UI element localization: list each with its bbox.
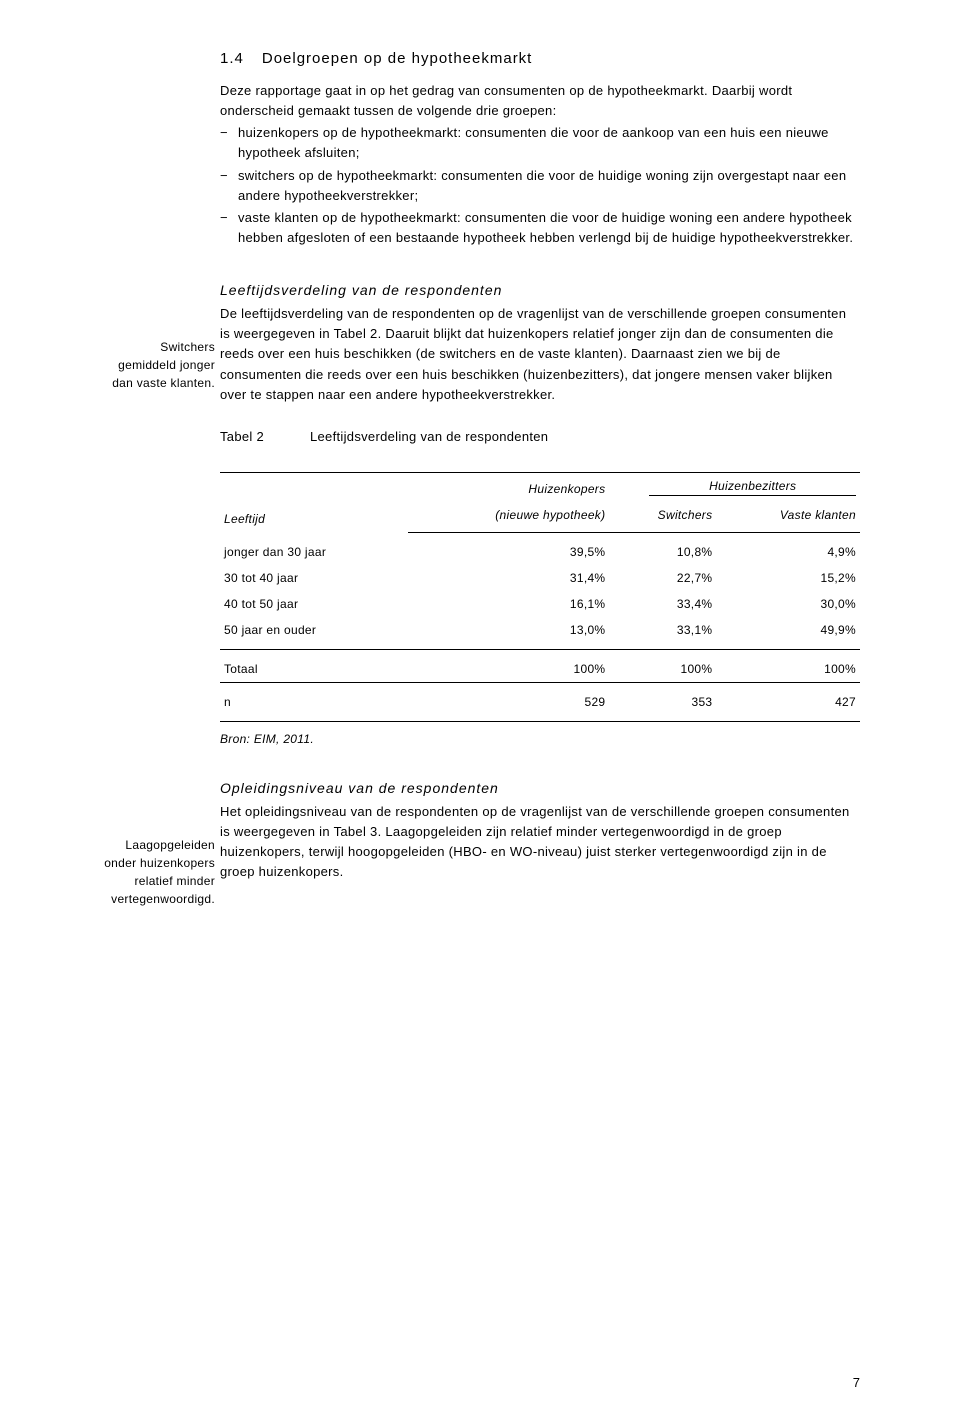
paragraph-opleiding: Het opleidingsniveau van de respondenten… [220,802,860,883]
block-opleiding: Opleidingsniveau van de respondenten Laa… [100,780,860,883]
col-header-huizenkopers: Huizenkopers [408,472,610,502]
cell: 30,0% [716,591,860,617]
table-row: 40 tot 50 jaar 16,1% 33,4% 30,0% [220,591,860,617]
list-item: − vaste klanten op de hypotheekmarkt: co… [220,208,860,248]
cell: 100% [408,649,610,682]
page-number: 7 [853,1375,860,1390]
section-title-text: Doelgroepen op de hypotheekmarkt [262,50,533,67]
subheading-leeftijd: Leeftijdsverdeling van de respondenten [220,282,860,298]
table-row-total: Totaal 100% 100% 100% [220,649,860,682]
list-item: − switchers op de hypotheekmarkt: consum… [220,166,860,206]
cell: 31,4% [408,565,610,591]
data-table: Leeftijd Huizenkopers Huizenbezitters (n… [220,472,860,722]
row-label: 50 jaar en ouder [220,617,408,650]
list-item-text: huizenkopers op de hypotheekmarkt: consu… [238,123,860,163]
cell: 529 [408,682,610,721]
dash-icon: − [220,166,238,206]
cell: 33,1% [609,617,716,650]
col-subheader-nieuwe: (nieuwe hypotheek) [408,502,610,533]
list-item-text: switchers op de hypotheekmarkt: consumen… [238,166,860,206]
row-label: 40 tot 50 jaar [220,591,408,617]
row-label: 30 tot 40 jaar [220,565,408,591]
cell: 16,1% [408,591,610,617]
col-header-leeftijd: Leeftijd [220,472,408,532]
intro-paragraph: Deze rapportage gaat in op het gedrag va… [220,81,860,121]
cell: 33,4% [609,591,716,617]
table-row-n: n 529 353 427 [220,682,860,721]
margin-note-switchers: Switchers gemiddeld jonger dan vaste kla… [100,338,215,392]
cell: 100% [716,649,860,682]
table-row: jonger dan 30 jaar 39,5% 10,8% 4,9% [220,532,860,565]
cell: 15,2% [716,565,860,591]
cell: 10,8% [609,532,716,565]
subheading-opleiding: Opleidingsniveau van de respondenten [220,780,860,796]
row-label: n [220,682,408,721]
col-subheader-vaste: Vaste klanten [716,502,860,533]
cell: 39,5% [408,532,610,565]
table-source: Bron: EIM, 2011. [220,732,860,746]
cell: 427 [716,682,860,721]
table-label: Tabel 2 [220,429,310,444]
table-row: 30 tot 40 jaar 31,4% 22,7% 15,2% [220,565,860,591]
section-title: 1.4 Doelgroepen op de hypotheekmarkt [220,50,860,67]
table-row: 50 jaar en ouder 13,0% 33,1% 49,9% [220,617,860,650]
table-caption-text: Leeftijdsverdeling van de respondenten [310,429,548,444]
table-caption: Tabel 2Leeftijdsverdeling van de respond… [220,429,860,444]
paragraph-leeftijd: De leeftijdsverdeling van de respondente… [220,304,860,405]
block-leeftijd: Leeftijdsverdeling van de respondenten S… [100,282,860,405]
col-subheader-switchers: Switchers [609,502,716,533]
group-underline [649,495,856,496]
cell: 49,9% [716,617,860,650]
cell: 100% [609,649,716,682]
dash-icon: − [220,123,238,163]
cell: 13,0% [408,617,610,650]
bullet-list: − huizenkopers op de hypotheekmarkt: con… [220,123,860,248]
cell: 4,9% [716,532,860,565]
row-label: Totaal [220,649,408,682]
page: 1.4 Doelgroepen op de hypotheekmarkt Deze… [0,0,960,1410]
list-item: − huizenkopers op de hypotheekmarkt: con… [220,123,860,163]
margin-note-laagopgeleiden: Laagopgeleiden onder huizenkopers relati… [100,836,215,908]
section-number: 1.4 [220,50,244,67]
col-header-huizenbezitters-text: Huizenbezitters [709,479,796,493]
row-label: jonger dan 30 jaar [220,532,408,565]
col-header-huizenbezitters: Huizenbezitters [609,472,860,502]
cell: 22,7% [609,565,716,591]
cell: 353 [609,682,716,721]
list-item-text: vaste klanten op de hypotheekmarkt: cons… [238,208,860,248]
dash-icon: − [220,208,238,248]
